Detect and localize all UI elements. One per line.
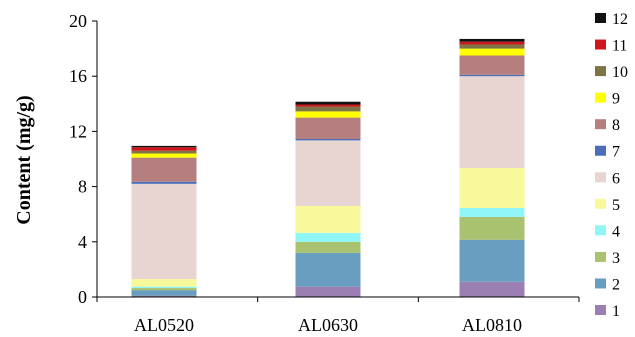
- bar-segment-AL0520-series-10: [131, 150, 197, 154]
- bar-stack-AL0520: [131, 145, 197, 297]
- bar-stack-AL0630: [295, 101, 361, 297]
- legend-swatch: [595, 225, 606, 236]
- y-tick-label: 0: [78, 287, 87, 307]
- legend-swatch: [595, 66, 606, 77]
- legend-item-6: 6: [595, 170, 620, 187]
- x-tick-label: AL0810: [462, 315, 522, 335]
- legend-item-2: 2: [595, 276, 620, 293]
- legend-label: 7: [612, 144, 620, 161]
- legend-item-10: 10: [595, 64, 628, 81]
- bar-segment-AL0810-series-3: [459, 216, 525, 240]
- legend-swatch: [595, 145, 606, 156]
- legend-label: 9: [612, 91, 620, 108]
- legend-label: 10: [612, 64, 628, 81]
- bar-segment-AL0630-series-9: [295, 111, 361, 118]
- plot-area: [131, 38, 525, 297]
- legend-label: 2: [612, 276, 620, 293]
- bar-segment-AL0630-series-3: [295, 241, 361, 253]
- bar-segment-AL0520-series-8: [131, 157, 197, 182]
- y-axis: 0 4 8 12 16 20: [69, 11, 98, 307]
- bar-segment-AL0520-series-3: [131, 288, 197, 291]
- legend-swatch: [595, 305, 606, 315]
- legend-label: 12: [612, 11, 628, 28]
- legend-item-12: 12: [595, 11, 628, 28]
- y-tick-label: 20: [69, 11, 87, 31]
- bar-segment-AL0630-series-2: [295, 252, 361, 287]
- bar-segment-AL0520-series-1: [131, 295, 197, 297]
- legend-swatch: [595, 251, 606, 262]
- legend-label: 4: [612, 223, 620, 240]
- x-tick-label: AL0630: [298, 315, 358, 335]
- bar-segment-AL0630-series-11: [295, 104, 361, 107]
- bar-segment-AL0810-series-8: [459, 55, 525, 75]
- bar-segment-AL0520-series-9: [131, 153, 197, 158]
- legend-swatch: [595, 13, 606, 23]
- bar-segment-AL0630-series-4: [295, 232, 361, 242]
- bar-segment-AL0810-series-2: [459, 239, 525, 282]
- legend-swatch: [595, 92, 606, 103]
- legend-swatch: [595, 119, 606, 130]
- bar-segment-AL0520-series-12: [131, 145, 197, 148]
- bar-segment-AL0520-series-11: [131, 147, 197, 151]
- x-axis: AL0520 AL0630 AL0810: [96, 296, 580, 335]
- legend-item-7: 7: [595, 144, 620, 161]
- legend-label: 8: [612, 117, 620, 134]
- legend-label: 3: [612, 250, 620, 267]
- y-tick-label: 12: [69, 121, 87, 141]
- legend-item-8: 8: [595, 117, 620, 134]
- y-tick-label: 16: [69, 66, 87, 86]
- legend-item-9: 9: [595, 91, 620, 108]
- legend-swatch: [595, 198, 606, 209]
- bar-segment-AL0630-series-7: [295, 138, 361, 141]
- legend-item-4: 4: [595, 223, 620, 240]
- bar-segment-AL0630-series-1: [295, 286, 361, 297]
- bar-segment-AL0810-series-4: [459, 207, 525, 217]
- legend-label: 5: [612, 197, 620, 214]
- legend-label: 6: [612, 170, 620, 187]
- y-tick-label: 8: [78, 177, 87, 197]
- bar-segment-AL0810-series-10: [459, 44, 525, 49]
- bar-segment-AL0520-series-6: [131, 183, 197, 280]
- legend-item-3: 3: [595, 250, 620, 267]
- bar-stack-AL0810: [459, 38, 525, 297]
- bar-segment-AL0810-series-6: [459, 76, 525, 168]
- bar-segment-AL0520-series-7: [131, 181, 197, 184]
- bar-segment-AL0630-series-6: [295, 140, 361, 206]
- x-tick-label: AL0520: [134, 315, 194, 335]
- legend-swatch: [595, 39, 606, 50]
- y-axis-label: Content (mg/g): [13, 95, 35, 224]
- bar-segment-AL0630-series-12: [295, 101, 361, 105]
- legend-label: 11: [612, 38, 627, 55]
- bar-segment-AL0630-series-10: [295, 106, 361, 112]
- legend-item-1: 1: [595, 303, 620, 320]
- bar-segment-AL0630-series-5: [295, 205, 361, 233]
- legend: 12 11 10 9 8 7 6 5 4 3 2 1: [595, 11, 628, 320]
- bar-segment-AL0810-series-1: [459, 281, 525, 297]
- bar-segment-AL0520-series-4: [131, 286, 197, 289]
- bar-segment-AL0810-series-9: [459, 48, 525, 56]
- legend-swatch: [595, 172, 606, 183]
- legend-item-5: 5: [595, 197, 620, 214]
- legend-label: 1: [612, 303, 620, 320]
- y-tick-label: 4: [78, 232, 87, 252]
- legend-item-11: 11: [595, 38, 627, 55]
- bar-segment-AL0810-series-11: [459, 41, 525, 45]
- bar-segment-AL0520-series-2: [131, 290, 197, 296]
- legend-swatch: [595, 278, 606, 289]
- bar-segment-AL0810-series-12: [459, 38, 525, 42]
- bar-segment-AL0520-series-5: [131, 279, 197, 287]
- bar-segment-AL0810-series-5: [459, 167, 525, 208]
- bar-segment-AL0630-series-8: [295, 117, 361, 139]
- bar-segment-AL0810-series-7: [459, 74, 525, 77]
